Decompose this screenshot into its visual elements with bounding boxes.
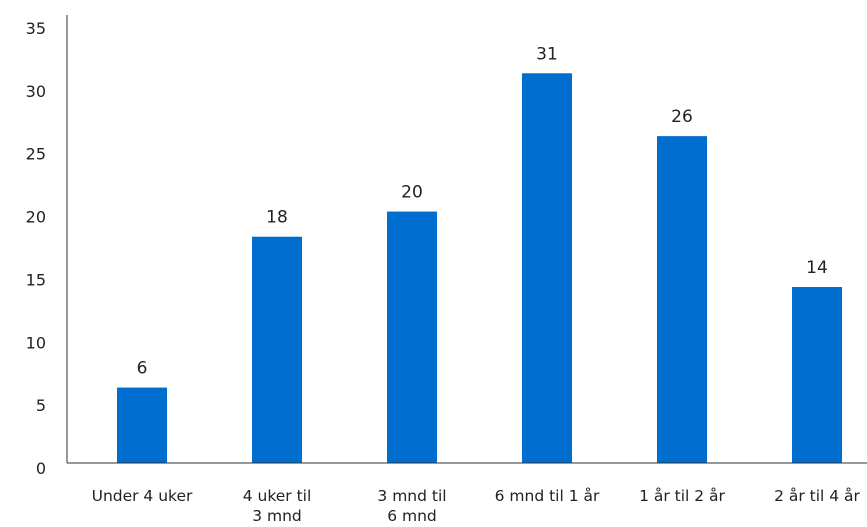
data-label: 26 <box>671 107 693 127</box>
data-labels: 6 18 20 31 26 14 <box>137 44 828 378</box>
x-category-label: 3 mnd til 6 mnd <box>377 487 446 525</box>
y-axis-ticks: 0 5 10 15 20 25 30 35 <box>26 19 46 478</box>
y-tick-label: 15 <box>26 270 46 289</box>
data-label: 18 <box>266 208 288 228</box>
bar <box>792 287 842 463</box>
y-tick-label: 35 <box>26 19 46 38</box>
bar <box>252 236 302 463</box>
data-label: 6 <box>137 359 148 379</box>
x-category-label: Under 4 uker <box>92 487 193 505</box>
x-category-label: 6 mnd til 1 år <box>495 487 600 505</box>
bar <box>387 211 437 463</box>
y-tick-label: 0 <box>36 459 46 478</box>
y-tick-label: 30 <box>26 82 46 101</box>
bar <box>657 136 707 463</box>
x-category-label: 1 år til 2 år <box>639 487 725 505</box>
data-label: 31 <box>536 44 558 64</box>
y-tick-label: 5 <box>36 396 46 415</box>
x-category-label: 2 år til 4 år <box>774 487 860 505</box>
bars <box>117 73 842 464</box>
x-category-label: 4 uker til 3 mnd <box>243 487 312 525</box>
y-tick-label: 20 <box>26 208 46 227</box>
bar <box>522 73 572 464</box>
y-tick-label: 10 <box>26 333 46 352</box>
y-tick-label: 25 <box>26 145 46 164</box>
bar <box>117 387 167 463</box>
data-label: 20 <box>401 183 423 203</box>
x-axis-categories: Under 4 uker 4 uker til 3 mnd 3 mnd til 6 mn… <box>92 487 861 525</box>
data-label: 14 <box>806 258 828 278</box>
